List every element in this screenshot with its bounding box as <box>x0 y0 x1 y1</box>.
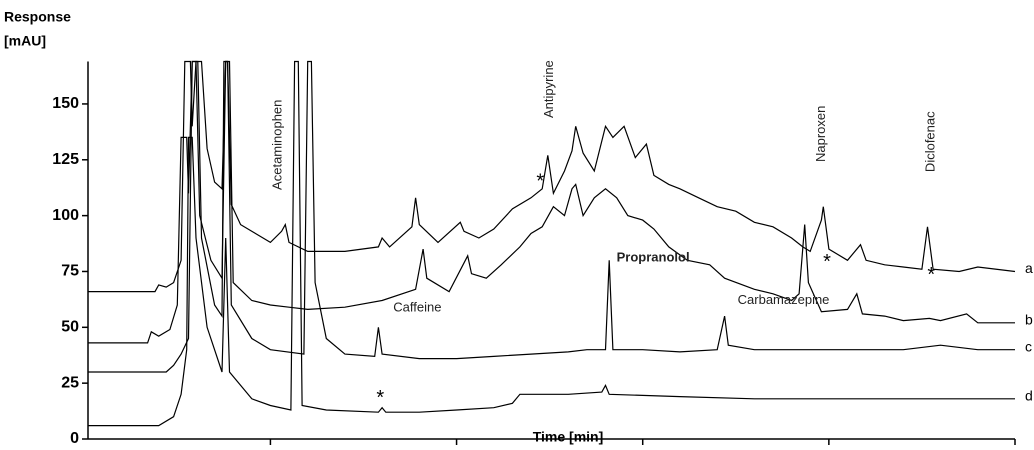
x-tick-label: 5 <box>266 448 275 450</box>
x-axis-label: Time [min] <box>533 429 604 445</box>
asterisk: * <box>823 251 831 273</box>
x-tick-label: 15 <box>634 448 652 450</box>
y-tick-label: 75 <box>61 263 79 280</box>
trace <box>88 60 1015 427</box>
peak-label: Diclofenac <box>923 111 938 172</box>
series-label: c <box>1025 338 1032 354</box>
series-label: d <box>1025 387 1033 403</box>
peak-label: Carbamazepine <box>738 292 830 307</box>
peak-label: Naproxen <box>813 106 828 162</box>
trace <box>88 60 1016 293</box>
y-tick-label: 100 <box>52 207 79 224</box>
y-tick-label: 0 <box>70 430 79 447</box>
trace <box>88 60 1015 344</box>
y-tick-label: 125 <box>52 151 79 168</box>
asterisk: * <box>376 387 384 409</box>
y-tick-label: 50 <box>61 319 79 336</box>
peak-label: Antipyrine <box>541 60 556 118</box>
trace <box>88 60 1015 373</box>
x-tick-label: 20 <box>820 448 838 450</box>
asterisk: * <box>536 170 544 192</box>
peak-label: Acetaminophen <box>269 100 284 190</box>
y-tick-label: 150 <box>52 95 79 112</box>
series-label: a <box>1025 260 1033 276</box>
peak-label: Propranolol <box>617 250 690 265</box>
peak-label: Caffeine <box>393 300 441 315</box>
series-label: b <box>1025 312 1033 328</box>
y-tick-label: 25 <box>61 374 79 391</box>
plot-area <box>88 60 1016 427</box>
y-axis-label: Response <box>4 9 71 25</box>
asterisk: * <box>927 264 935 286</box>
x-tick-label: 25 <box>1006 448 1024 450</box>
y-axis-unit: [mAU] <box>4 33 46 49</box>
x-tick-label: 10 <box>448 448 466 450</box>
